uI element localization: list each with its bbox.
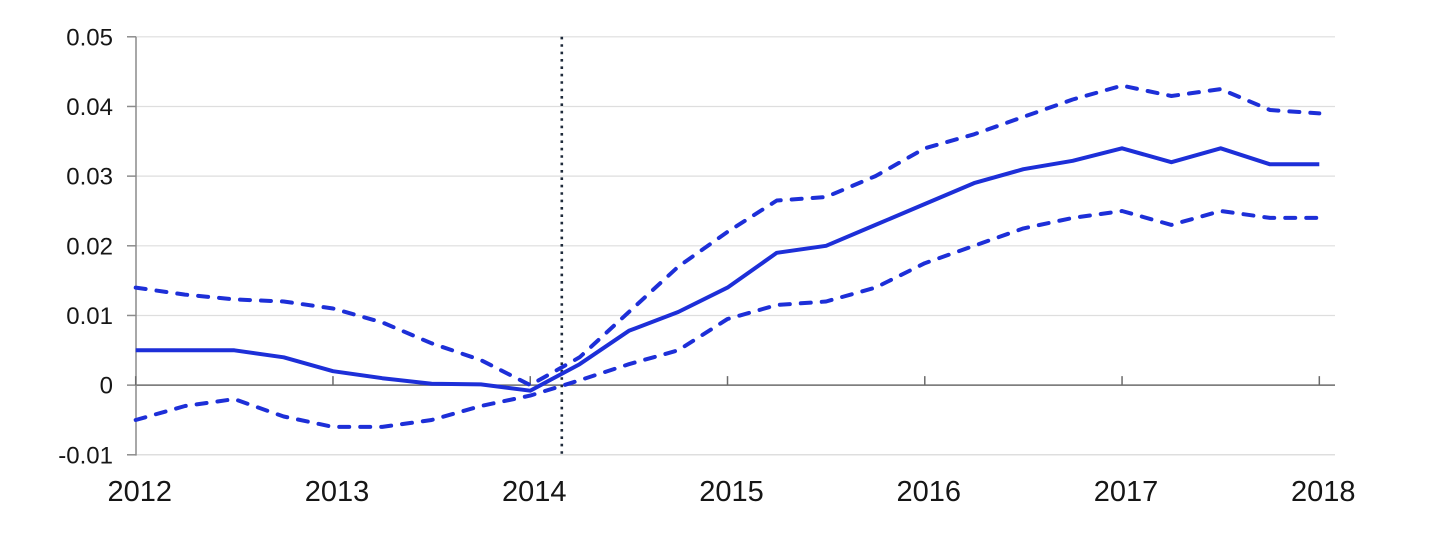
x-tick-label: 2017 (1094, 476, 1159, 508)
y-tick-label: 0.02 (66, 233, 113, 260)
x-tick-label: 2018 (1291, 476, 1356, 508)
series-line-central-estimate (135, 146, 1320, 393)
y-tick-label: 0.04 (66, 94, 113, 121)
y-tick-label: 0.03 (66, 164, 113, 191)
x-tick-label: 2016 (897, 476, 962, 508)
y-tick-label: -0.01 (58, 442, 113, 469)
x-tick-label: 2015 (699, 476, 764, 508)
y-tick-label: 0.05 (66, 24, 113, 51)
x-tick-label: 2012 (107, 476, 172, 508)
y-tick-label: 0 (100, 373, 113, 400)
y-tick-label: 0.01 (66, 303, 113, 330)
x-tick-label: 2014 (502, 476, 567, 508)
series-line-lower-band (133, 209, 1322, 429)
series-line-upper-band (133, 83, 1322, 388)
x-tick-label: 2013 (305, 476, 370, 508)
